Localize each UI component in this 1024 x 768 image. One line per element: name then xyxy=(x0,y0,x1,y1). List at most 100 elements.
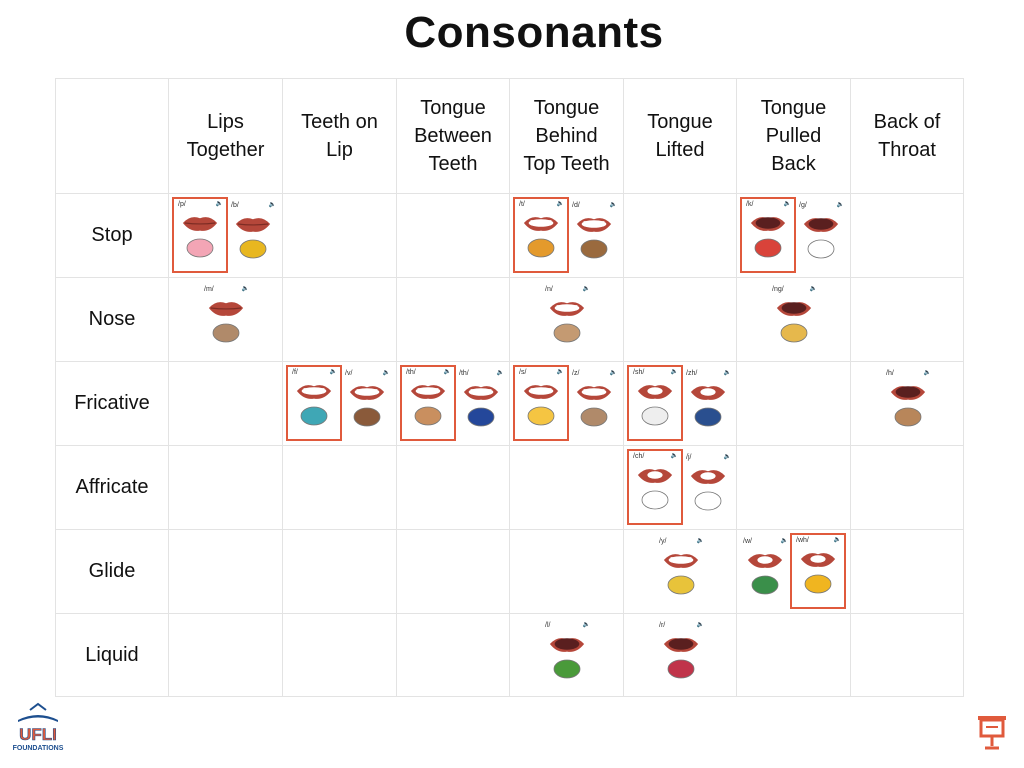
header-line: Back of xyxy=(873,111,941,133)
sound-card-jar[interactable]: /j/ 🔈 xyxy=(682,452,734,524)
chart-cell xyxy=(168,445,283,530)
speaker-icon[interactable]: 🔈 xyxy=(241,286,249,292)
sound-card-mouse[interactable]: /m/ 🔈 xyxy=(200,284,252,356)
speaker-icon[interactable]: 🔈 xyxy=(783,201,791,207)
chart-cell: /ng/ 🔈 xyxy=(736,277,851,362)
speaker-icon[interactable]: 🔈 xyxy=(443,369,451,375)
row-label: Fricative xyxy=(55,361,169,446)
chart-cell xyxy=(850,445,964,530)
presentation-icon[interactable] xyxy=(976,714,1008,757)
phoneme-label: /r/ xyxy=(659,622,666,629)
speaker-icon[interactable]: 🔈 xyxy=(496,370,504,376)
corner-cell xyxy=(55,78,169,194)
speaker-icon[interactable]: 🔈 xyxy=(809,286,817,292)
cell-content xyxy=(397,194,509,277)
chart-cell xyxy=(396,277,510,362)
sound-card-sun[interactable]: /s/ 🔈 xyxy=(513,365,569,441)
cell-content xyxy=(169,614,282,696)
cell-content xyxy=(510,446,623,529)
speaker-icon[interactable]: 🔈 xyxy=(268,202,276,208)
chart-cell: /k/ 🔈 /g/ 🔈 xyxy=(736,193,851,278)
speaker-icon[interactable]: 🔈 xyxy=(670,369,678,375)
sound-card-thumb[interactable]: /th/ 🔈 xyxy=(400,365,456,441)
consonant-chart: Lips Together Teeth on Lip Tongue Between Te… xyxy=(55,78,964,697)
mouth-icon xyxy=(409,381,447,406)
chart-cell xyxy=(282,529,397,614)
speaker-icon[interactable]: 🔈 xyxy=(609,202,617,208)
speaker-icon[interactable]: 🔈 xyxy=(696,622,704,628)
sound-card-tiger[interactable]: /t/ 🔈 xyxy=(513,197,569,273)
sound-card-kite[interactable]: /k/ 🔈 xyxy=(740,197,796,273)
chart-cell xyxy=(623,193,737,278)
sound-card-whistle[interactable]: /wh/ 🔈 xyxy=(790,533,846,609)
phoneme-label: /j/ xyxy=(686,454,692,461)
sound-card-pig[interactable]: /p/ 🔈 xyxy=(172,197,228,273)
sound-card-fish[interactable]: /f/ 🔈 xyxy=(286,365,342,441)
speaker-icon[interactable]: 🔈 xyxy=(329,369,337,375)
mouth-icon xyxy=(689,382,727,407)
sound-card-ghost[interactable]: /g/ 🔈 xyxy=(795,200,847,272)
speaker-icon[interactable]: 🔈 xyxy=(923,370,931,376)
speaker-icon[interactable]: 🔈 xyxy=(836,202,844,208)
cell-content xyxy=(737,362,850,445)
mouth-icon xyxy=(802,214,840,239)
speaker-icon[interactable]: 🔈 xyxy=(609,370,617,376)
cell-content xyxy=(624,278,736,361)
cell-content xyxy=(510,530,623,613)
speaker-icon[interactable]: 🔈 xyxy=(582,622,590,628)
sound-card-volcano[interactable]: /v/ 🔈 xyxy=(341,368,393,440)
sound-card-chick[interactable]: /ch/ 🔈 xyxy=(627,449,683,525)
watermelon-icon xyxy=(748,571,782,602)
speaker-icon[interactable]: 🔈 xyxy=(780,538,788,544)
cell-content: /y/ 🔈 xyxy=(624,530,736,613)
speaker-icon[interactable]: 🔈 xyxy=(215,201,223,207)
phoneme-label: /f/ xyxy=(292,369,298,376)
sound-card-box[interactable]: /th/ 🔈 xyxy=(455,368,507,440)
cell-content xyxy=(169,530,282,613)
mouth-icon xyxy=(799,549,837,574)
fish-icon xyxy=(297,402,331,433)
phoneme-label: /zh/ xyxy=(686,370,698,377)
cell-content xyxy=(283,614,396,696)
sound-card-yarn-ball[interactable]: /y/ 🔈 xyxy=(655,536,707,608)
chart-cell xyxy=(396,613,510,697)
header-line: Top Teeth xyxy=(523,153,610,175)
header-line: Behind xyxy=(535,125,598,147)
speaker-icon[interactable]: 🔈 xyxy=(382,370,390,376)
column-header: Tongue Lifted xyxy=(623,78,737,194)
sound-card-hat[interactable]: /h/ 🔈 xyxy=(882,368,934,440)
sound-card-ring[interactable]: /ng/ 🔈 xyxy=(768,284,820,356)
tiger-icon xyxy=(524,234,558,265)
sound-card-leaf[interactable]: /l/ 🔈 xyxy=(541,620,593,692)
speaker-icon[interactable]: 🔈 xyxy=(556,369,564,375)
nose-icon xyxy=(550,319,584,350)
cell-content: /ch/ 🔈 /j/ 🔈 xyxy=(624,446,736,529)
thumb-icon xyxy=(411,402,445,433)
phoneme-label: /h/ xyxy=(886,370,894,377)
sound-card-sheep[interactable]: /sh/ 🔈 xyxy=(627,365,683,441)
sound-card-bee[interactable]: /b/ 🔈 xyxy=(227,200,279,272)
box-icon xyxy=(464,403,498,434)
cell-content xyxy=(851,446,963,529)
speaker-icon[interactable]: 🔈 xyxy=(556,201,564,207)
chart-cell: /m/ 🔈 xyxy=(168,277,283,362)
mouth-icon xyxy=(662,550,700,575)
speaker-icon[interactable]: 🔈 xyxy=(723,370,731,376)
speaker-icon[interactable]: 🔈 xyxy=(582,286,590,292)
column-header: Teeth on Lip xyxy=(282,78,397,194)
phoneme-label: /ng/ xyxy=(772,286,784,293)
speaker-icon[interactable]: 🔈 xyxy=(696,538,704,544)
sound-card-dog[interactable]: /d/ 🔈 xyxy=(568,200,620,272)
chart-cell xyxy=(168,613,283,697)
sound-card-treasure[interactable]: /zh/ 🔈 xyxy=(682,368,734,440)
sound-card-yarn[interactable]: /z/ 🔈 xyxy=(568,368,620,440)
sound-card-rope[interactable]: /r/ 🔈 xyxy=(655,620,707,692)
sound-card-watermelon[interactable]: /w/ 🔈 xyxy=(739,536,791,608)
cell-content: /th/ 🔈 /th/ 🔈 xyxy=(397,362,509,445)
speaker-icon[interactable]: 🔈 xyxy=(723,454,731,460)
kite-icon xyxy=(751,234,785,265)
speaker-icon[interactable]: 🔈 xyxy=(833,537,841,543)
chart-cell xyxy=(623,277,737,362)
sound-card-nose[interactable]: /n/ 🔈 xyxy=(541,284,593,356)
speaker-icon[interactable]: 🔈 xyxy=(670,453,678,459)
